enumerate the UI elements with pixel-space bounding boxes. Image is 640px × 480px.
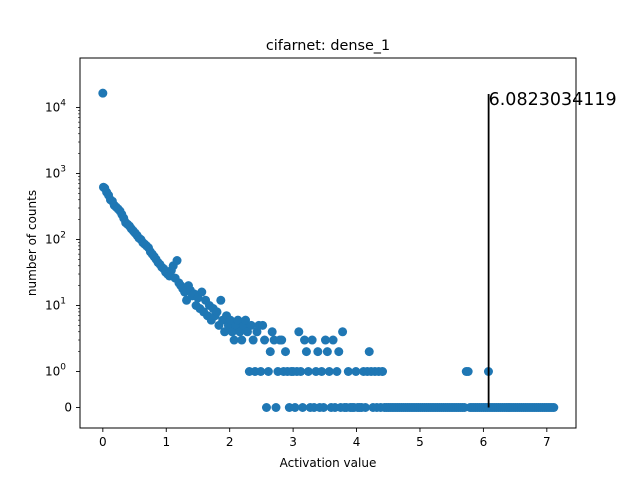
data-point — [463, 367, 473, 376]
x-tick-label: 5 — [416, 435, 424, 449]
x-axis-ticks: 0 1 2 3 4 5 6 7 — [99, 428, 551, 449]
data-point — [271, 403, 281, 412]
x-tick-label: 0 — [99, 435, 107, 449]
y-tick-exponent: 0 — [60, 363, 66, 373]
data-point — [313, 347, 323, 357]
data-point — [549, 403, 559, 412]
y-axis-label: number of counts — [25, 190, 39, 296]
data-point — [212, 307, 222, 317]
data-point — [290, 403, 300, 412]
data-point — [277, 335, 287, 345]
data-point — [334, 347, 344, 357]
x-axis-label: Activation value — [280, 456, 377, 470]
data-point — [241, 315, 251, 325]
data-point — [267, 327, 277, 337]
data-point — [237, 335, 247, 345]
data-point — [296, 367, 306, 376]
data-point — [332, 367, 342, 376]
annotation-label: 6.0823034119 — [489, 90, 617, 110]
y-tick-exponent: 1 — [60, 297, 66, 307]
data-point — [233, 315, 243, 325]
data-point — [298, 403, 308, 412]
data-point — [338, 327, 348, 337]
data-point — [319, 403, 329, 412]
data-point — [197, 287, 207, 297]
x-tick-label: 1 — [162, 435, 170, 449]
data-point — [98, 88, 108, 98]
data-point — [307, 335, 317, 345]
data-point — [248, 335, 258, 345]
chart-title: cifarnet: dense_1 — [266, 38, 390, 54]
data-point — [360, 403, 370, 412]
x-tick-label: 4 — [353, 435, 361, 449]
data-point — [216, 295, 226, 305]
y-tick-label: 0 — [64, 401, 72, 415]
data-point — [301, 347, 311, 357]
data-points — [98, 88, 559, 412]
plot-frame — [79, 57, 577, 429]
y-tick-exponent: 4 — [60, 99, 66, 109]
data-point — [261, 403, 271, 412]
x-tick-label: 2 — [226, 435, 234, 449]
data-point — [320, 335, 330, 345]
data-point — [300, 335, 310, 345]
data-point — [364, 347, 374, 357]
data-point — [172, 256, 182, 266]
data-point — [258, 320, 268, 330]
data-point — [343, 367, 353, 376]
data-point — [351, 367, 361, 376]
x-tick-label: 3 — [289, 435, 297, 449]
data-point — [322, 347, 332, 357]
data-point — [317, 367, 327, 376]
data-point — [260, 335, 270, 345]
data-point — [328, 335, 338, 345]
y-tick-exponent: 3 — [60, 165, 66, 175]
x-tick-label: 6 — [480, 435, 488, 449]
data-point — [324, 367, 334, 376]
data-point — [246, 320, 256, 330]
data-point — [378, 367, 388, 376]
data-point — [294, 327, 304, 337]
data-point — [303, 367, 313, 376]
data-point — [263, 367, 273, 376]
x-tick-label: 7 — [543, 435, 551, 449]
data-point — [256, 367, 266, 376]
annotation-layer: 6.0823034119 — [487, 90, 617, 408]
data-point — [265, 347, 275, 357]
data-point — [225, 315, 235, 325]
y-tick-exponent: 2 — [60, 231, 66, 241]
data-point — [281, 347, 290, 357]
data-point — [229, 335, 239, 345]
